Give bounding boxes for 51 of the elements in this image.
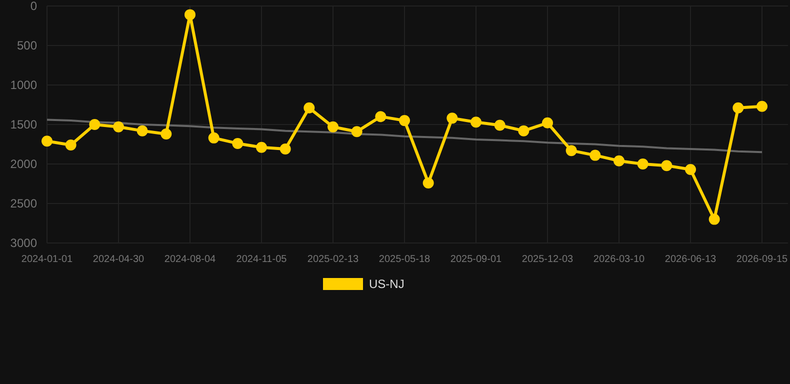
y-tick-label: 3000 xyxy=(10,236,38,250)
y-tick-label: 1000 xyxy=(10,78,38,92)
point xyxy=(113,121,124,132)
point xyxy=(89,119,100,130)
x-tick-label: 2025-09-01 xyxy=(450,254,502,265)
point xyxy=(232,138,244,149)
point xyxy=(542,117,553,128)
y-tick-label: 0 xyxy=(30,0,38,14)
point xyxy=(494,120,506,131)
x-tick-label: 2025-05-18 xyxy=(378,254,431,265)
point xyxy=(351,126,362,138)
point xyxy=(328,121,338,132)
y-tick-label: 500 xyxy=(16,38,38,53)
point xyxy=(756,100,768,112)
point xyxy=(470,116,482,128)
x-tick-label: 2025-02-13 xyxy=(307,254,360,265)
point xyxy=(136,125,148,136)
point xyxy=(399,115,410,126)
point xyxy=(661,160,672,172)
x-tick-label: 2025-12-03 xyxy=(522,254,574,265)
point xyxy=(65,140,76,151)
point xyxy=(637,158,648,170)
point xyxy=(590,150,601,161)
point xyxy=(208,132,220,144)
x-tick-label: 2026-06-13 xyxy=(664,254,717,265)
y-tick-label: 2000 xyxy=(10,157,38,172)
y-tick-label: 2500 xyxy=(10,196,38,211)
point xyxy=(732,102,744,114)
point xyxy=(708,214,720,225)
point xyxy=(446,112,458,124)
point xyxy=(42,136,52,147)
point xyxy=(256,142,267,153)
line-series xyxy=(46,118,763,154)
x-tick-label: 2026-03-10 xyxy=(593,254,646,265)
point xyxy=(566,145,577,156)
point xyxy=(614,155,624,166)
legend-label: US-NJ xyxy=(369,277,404,292)
x-tick-label: 2026-09-15 xyxy=(736,254,788,265)
point xyxy=(422,177,434,188)
x-tick-label: 2024-04-30 xyxy=(92,254,145,265)
y-tick-label: 1500 xyxy=(10,118,38,132)
point xyxy=(518,125,530,136)
point xyxy=(304,102,315,114)
point xyxy=(685,164,696,176)
x-tick-label: 2024-11-05 xyxy=(236,254,288,265)
point xyxy=(184,9,196,20)
point xyxy=(280,143,291,154)
x-tick-label: 2024-01-01 xyxy=(21,254,74,265)
point xyxy=(160,128,172,140)
x-tick-label: 2024-08-04 xyxy=(164,254,216,265)
point xyxy=(375,111,386,122)
